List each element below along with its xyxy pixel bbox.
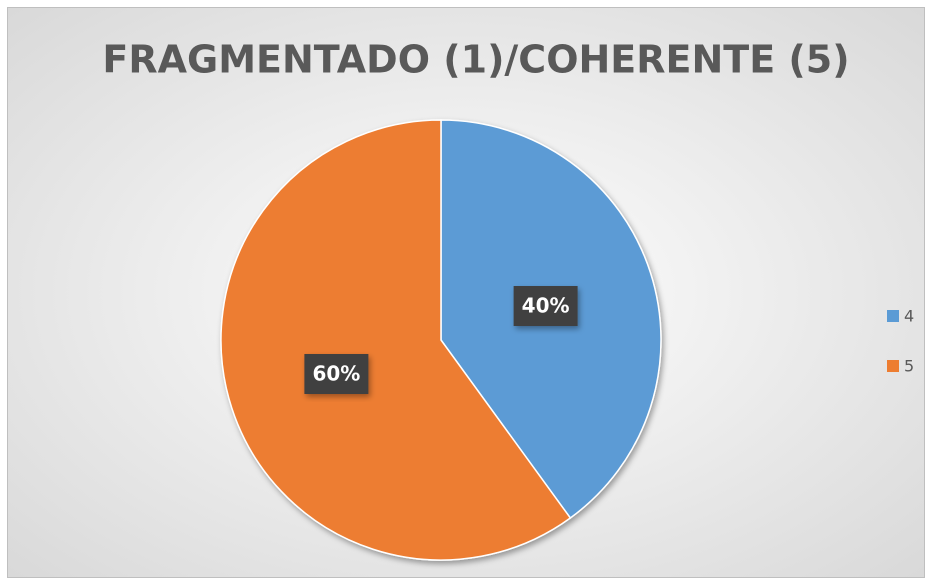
legend-swatch [887, 360, 899, 372]
data-label-box [304, 353, 369, 394]
legend-label: 5 [904, 357, 914, 376]
data-label-box [513, 286, 578, 327]
data-label: 60% [312, 361, 360, 385]
data-label: 40% [522, 294, 570, 318]
legend-label: 4 [904, 307, 914, 326]
legend-swatch [887, 310, 899, 322]
pie [220, 119, 662, 561]
pie-slice [220, 119, 572, 561]
chart-title: FRAGMENTADO (1)/COHERENTE (5) [102, 38, 849, 82]
